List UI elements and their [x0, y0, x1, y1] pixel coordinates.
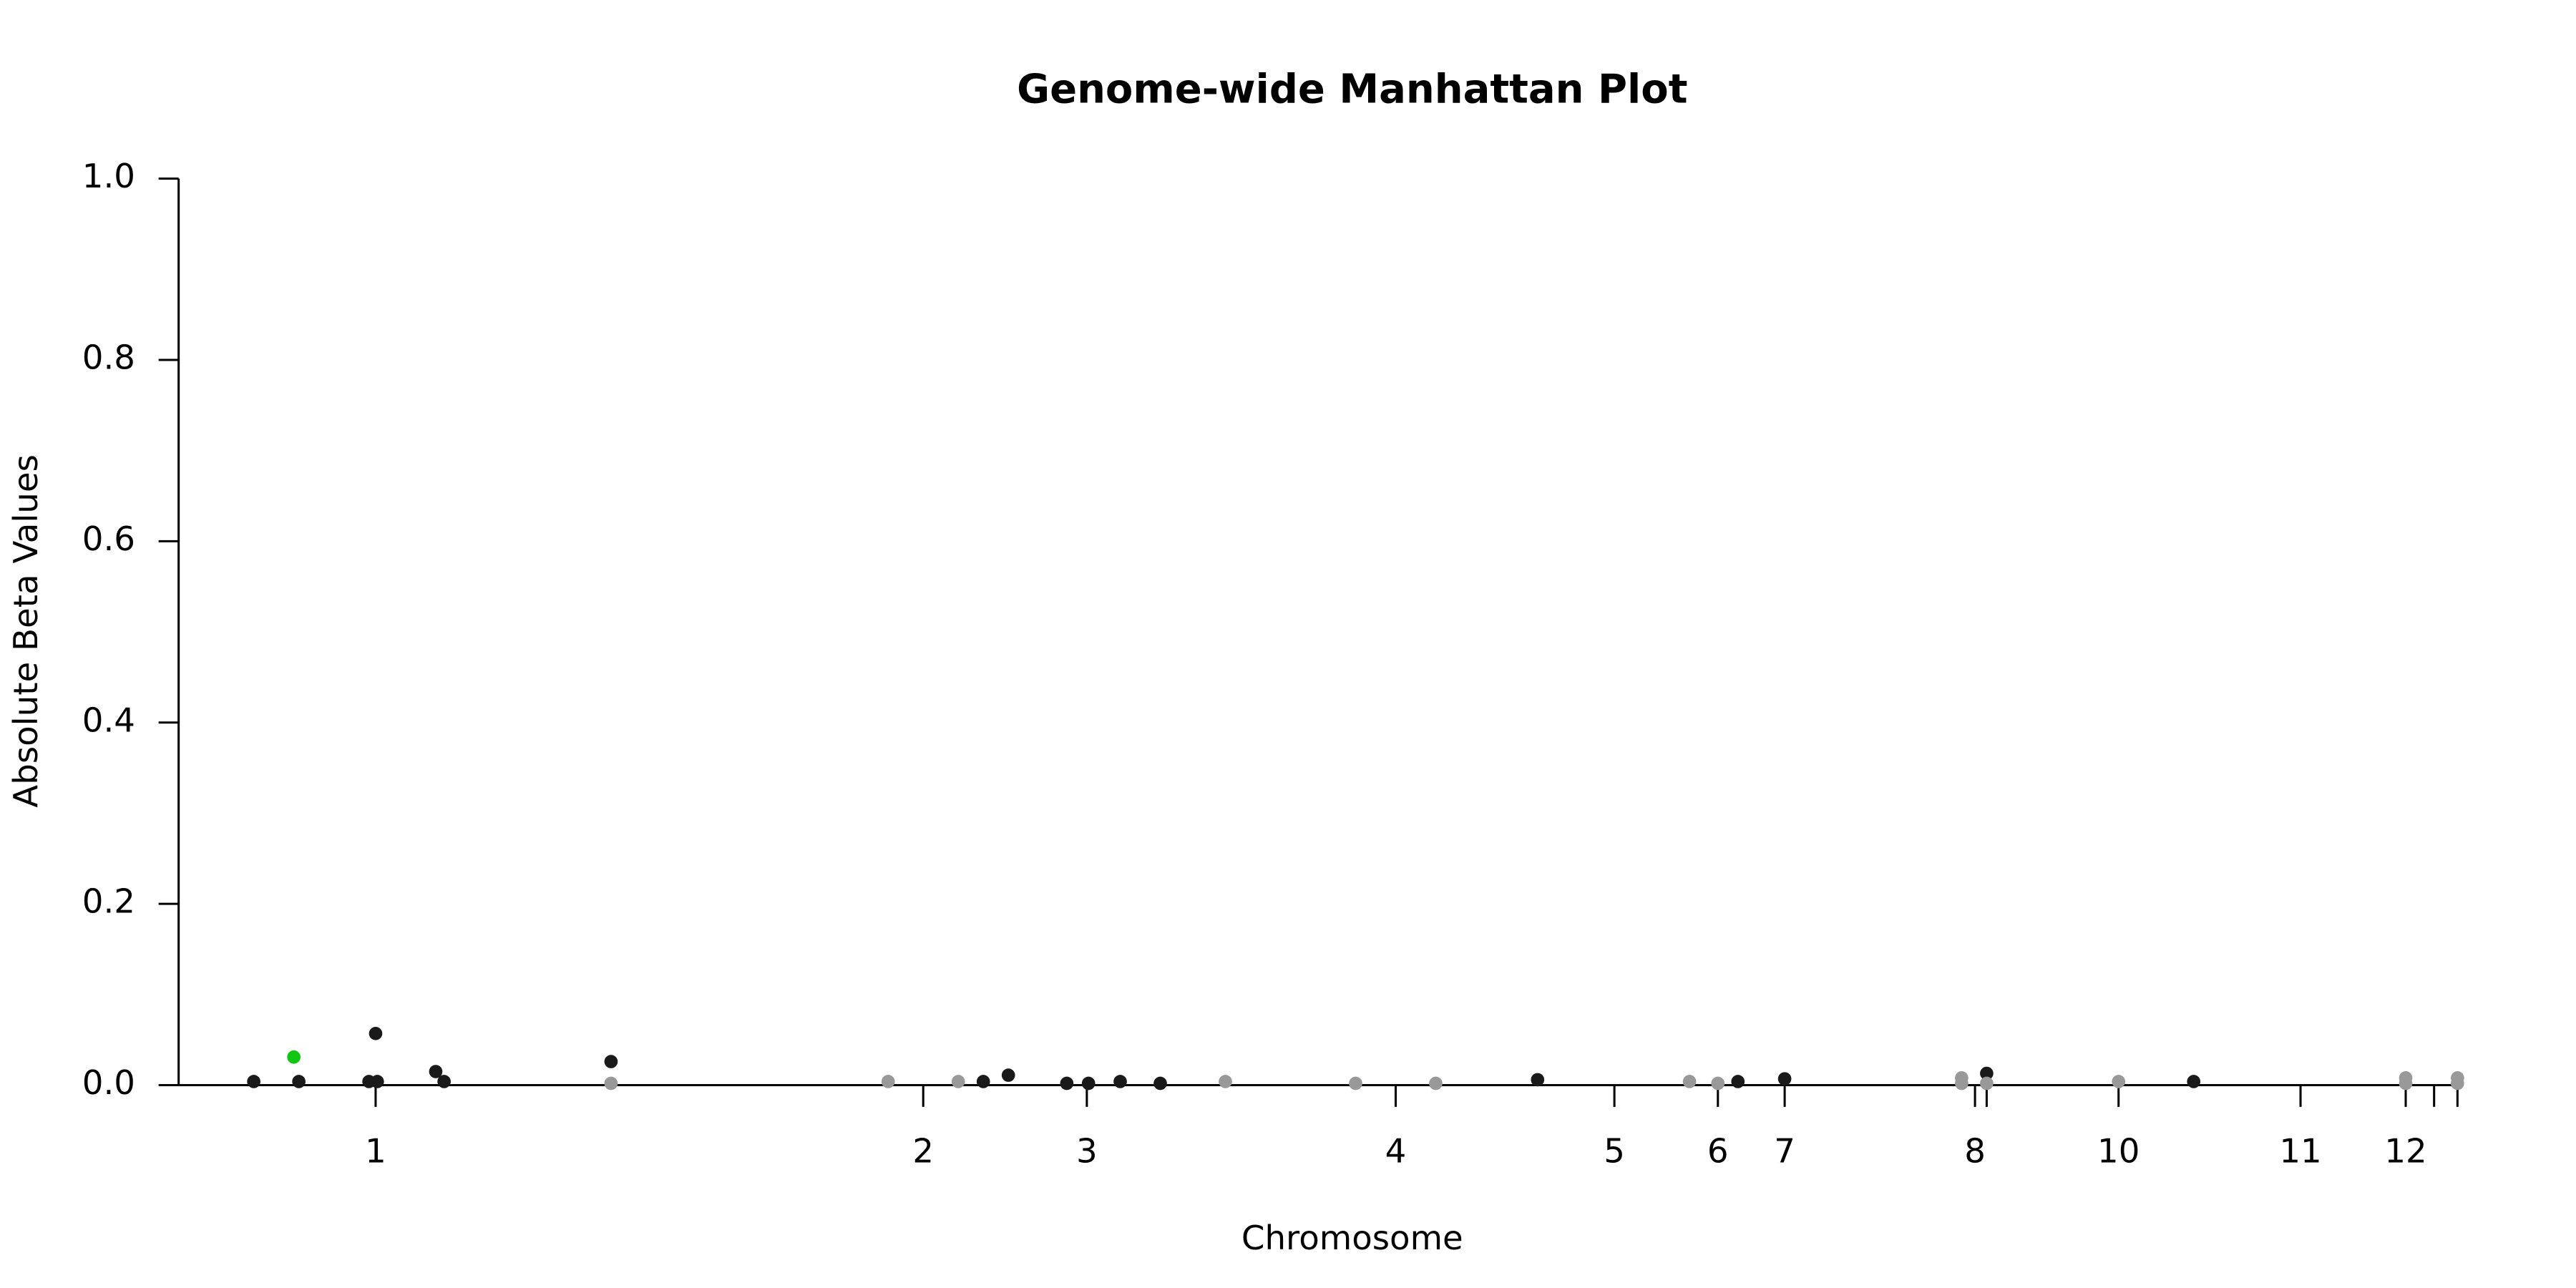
- x-tick-label: 2: [912, 1133, 934, 1171]
- x-axis-label: Chromosome: [1241, 1219, 1463, 1258]
- point: [292, 1075, 306, 1088]
- point: [2187, 1075, 2201, 1088]
- point: [1429, 1076, 1443, 1091]
- x-tick-label: 8: [1964, 1133, 1986, 1171]
- point: [1531, 1073, 1545, 1087]
- point: [1153, 1076, 1167, 1091]
- point: [369, 1026, 383, 1040]
- x-tick-label: 7: [1774, 1133, 1795, 1171]
- chart-title: Genome-wide Manhattan Plot: [1017, 66, 1687, 112]
- point: [287, 1050, 301, 1064]
- point: [247, 1075, 260, 1088]
- point: [370, 1075, 384, 1088]
- point: [429, 1065, 443, 1078]
- point: [2399, 1076, 2413, 1091]
- point: [1060, 1076, 1074, 1091]
- x-tick-label: 12: [2384, 1133, 2426, 1171]
- point: [1980, 1076, 1994, 1091]
- y-tick-label: 0.2: [82, 883, 135, 922]
- y-tick-label: 0.4: [82, 701, 135, 740]
- x-tick-label: 3: [1076, 1133, 1098, 1171]
- x-tick-label: 1: [365, 1133, 386, 1171]
- point: [1001, 1068, 1015, 1082]
- x-tick-label: 11: [2279, 1133, 2321, 1171]
- y-tick-label: 0.8: [82, 339, 135, 378]
- point: [951, 1075, 965, 1088]
- y-tick-label: 1.0: [82, 157, 135, 196]
- point: [1731, 1075, 1745, 1088]
- point: [2451, 1076, 2464, 1091]
- x-tick-label: 5: [1604, 1133, 1625, 1171]
- x-tick-label: 4: [1385, 1133, 1407, 1171]
- point: [1955, 1076, 1968, 1091]
- x-tick-label: 10: [2097, 1133, 2140, 1171]
- point: [1777, 1072, 1792, 1085]
- y-tick-label: 0.0: [82, 1064, 135, 1103]
- point: [976, 1075, 990, 1088]
- point: [1711, 1076, 1725, 1091]
- point: [1219, 1075, 1232, 1088]
- point: [881, 1075, 895, 1088]
- point: [1980, 1066, 1994, 1080]
- point: [1081, 1076, 1096, 1091]
- point: [604, 1076, 618, 1091]
- x-tick-label: 6: [1707, 1133, 1729, 1171]
- point: [1682, 1075, 1697, 1088]
- point: [604, 1055, 618, 1068]
- point: [437, 1075, 451, 1088]
- y-axis-label: Absolute Beta Values: [7, 454, 46, 808]
- point: [1349, 1076, 1362, 1091]
- point: [1113, 1075, 1127, 1088]
- y-tick-label: 0.6: [82, 520, 135, 559]
- point: [2112, 1075, 2126, 1088]
